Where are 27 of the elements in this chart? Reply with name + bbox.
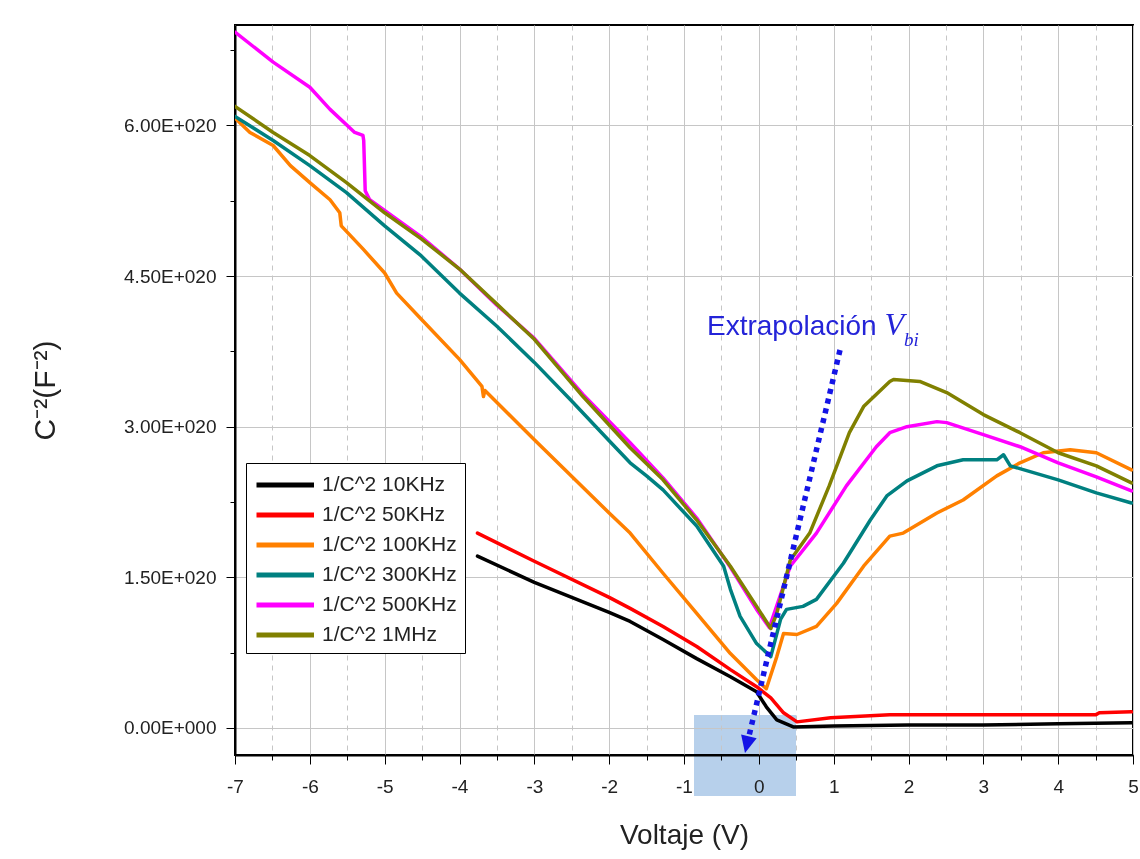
x-tick-label: 1 bbox=[828, 775, 840, 797]
x-tick-label: -4 bbox=[451, 775, 469, 797]
x-tick-label: -3 bbox=[526, 775, 544, 797]
y-tick-label: 3.00E+020 bbox=[124, 416, 217, 438]
x-tick-label: -1 bbox=[676, 775, 693, 797]
annotation: Extrapolación V$_{bi}$ bbox=[707, 306, 919, 350]
x-tick-label: 0 bbox=[754, 775, 765, 797]
y-axis-title: C⁻²(F⁻²) bbox=[27, 340, 61, 441]
x-tick-label: -7 bbox=[227, 775, 244, 797]
legend-label: 1/C^2 300KHz bbox=[322, 562, 457, 585]
y-tick-label: 4.50E+020 bbox=[124, 265, 217, 287]
x-tick-label: -6 bbox=[301, 775, 319, 797]
x-tick-label: 4 bbox=[1053, 775, 1065, 797]
y-tick-label: 0.00E+000 bbox=[124, 717, 217, 739]
x-tick-label: 5 bbox=[1128, 775, 1139, 797]
x-tick-label: 2 bbox=[903, 775, 915, 797]
y-tick-label: 1.50E+020 bbox=[124, 566, 217, 588]
x-tick-label: 3 bbox=[978, 775, 990, 797]
legend-label: 1/C^2 100KHz bbox=[322, 532, 457, 555]
legend-label: 1/C^2 50KHz bbox=[322, 502, 446, 525]
legend-label: 1/C^2 1MHz bbox=[322, 622, 437, 645]
legend-label: 1/C^2 500KHz bbox=[322, 592, 457, 615]
x-tick-label: -2 bbox=[601, 775, 619, 797]
x-tick-label: -5 bbox=[376, 775, 394, 797]
x-axis-title: Voltaje (V) bbox=[619, 818, 750, 850]
legend-label: 1/C^2 10KHz bbox=[322, 472, 446, 495]
y-tick-label: 6.00E+020 bbox=[124, 114, 217, 136]
